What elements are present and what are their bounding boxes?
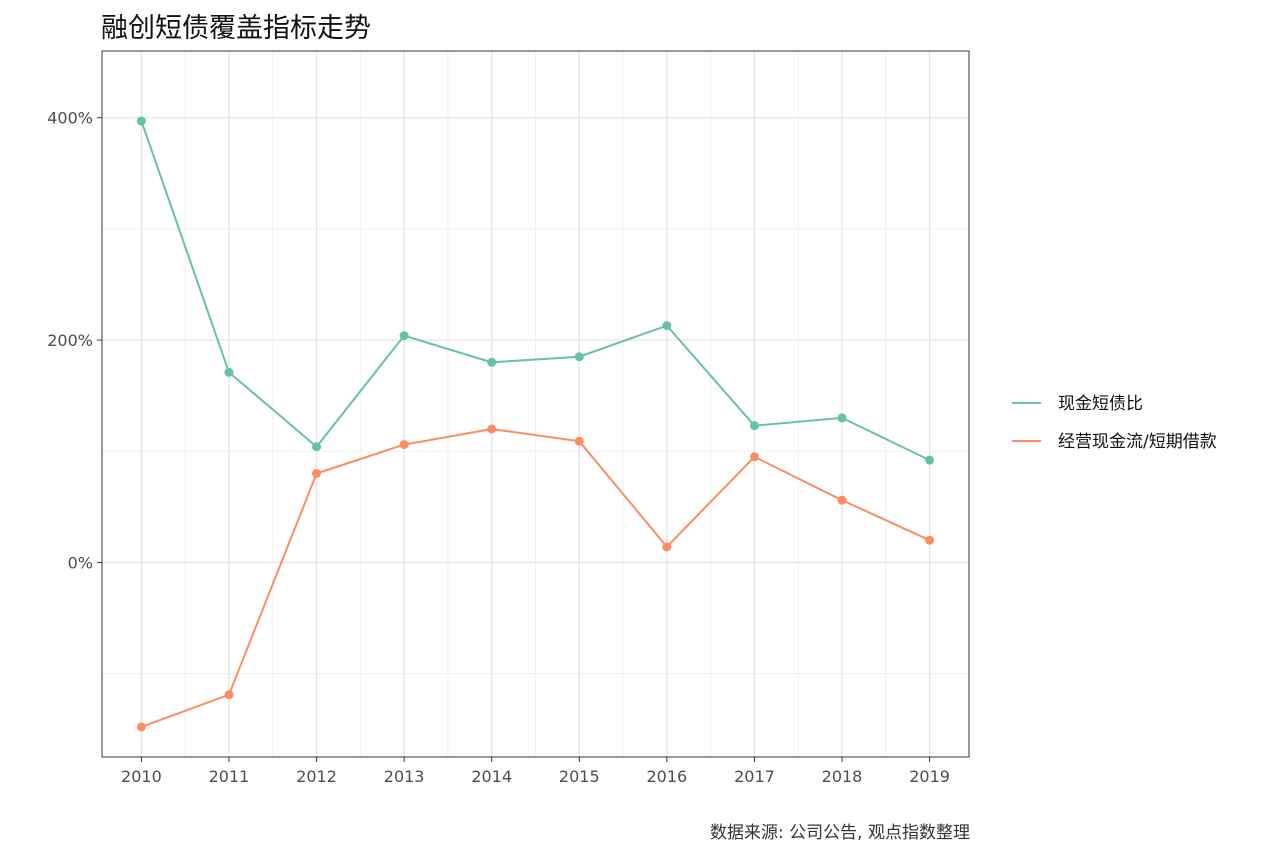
series-line-2 xyxy=(141,428,931,728)
data-point xyxy=(224,690,234,700)
x-tick-label: 2010 xyxy=(121,767,162,786)
data-point xyxy=(749,452,759,462)
data-point xyxy=(662,542,672,552)
legend-label-1: 现金短债比 xyxy=(1058,394,1143,414)
legend-label-2: 经营现金流/短期借款 xyxy=(1058,432,1217,452)
y-tick-label: 0% xyxy=(68,553,93,572)
data-point xyxy=(136,722,146,732)
source-caption: 数据来源: 公司公告, 观点指数整理 xyxy=(710,823,970,843)
data-point xyxy=(399,331,409,341)
data-point xyxy=(224,367,234,377)
data-point xyxy=(662,321,672,331)
data-point xyxy=(312,468,322,478)
axes: 0% 200% 400% 2010 2011 2012 2013 2014 2015 2016 20… xyxy=(47,109,950,786)
y-tick-label: 200% xyxy=(47,331,93,350)
data-point xyxy=(837,495,847,505)
x-tick-label: 2019 xyxy=(909,767,950,786)
data-point xyxy=(312,442,322,452)
x-tick-label: 2012 xyxy=(296,767,337,786)
x-tick-label: 2014 xyxy=(471,767,512,786)
data-point xyxy=(487,357,497,367)
data-point xyxy=(487,424,497,434)
series-layer xyxy=(136,116,935,732)
grid-lines xyxy=(102,51,969,757)
data-point xyxy=(574,352,584,362)
data-point xyxy=(749,421,759,431)
x-tick-label: 2016 xyxy=(647,767,688,786)
x-tick-label: 2015 xyxy=(559,767,600,786)
x-tick-label: 2011 xyxy=(209,767,250,786)
data-point xyxy=(136,116,146,126)
data-point xyxy=(925,535,935,545)
chart-title: 融创短债覆盖指标走势 xyxy=(101,13,371,44)
data-point xyxy=(399,440,409,450)
x-tick-label: 2018 xyxy=(822,767,863,786)
panel-border xyxy=(101,50,970,758)
data-point xyxy=(925,455,935,465)
data-point xyxy=(837,413,847,423)
x-tick-label: 2017 xyxy=(734,767,775,786)
series-line-1 xyxy=(140,120,931,462)
data-point xyxy=(574,436,584,446)
x-tick-label: 2013 xyxy=(384,767,425,786)
y-tick-label: 400% xyxy=(47,109,93,128)
